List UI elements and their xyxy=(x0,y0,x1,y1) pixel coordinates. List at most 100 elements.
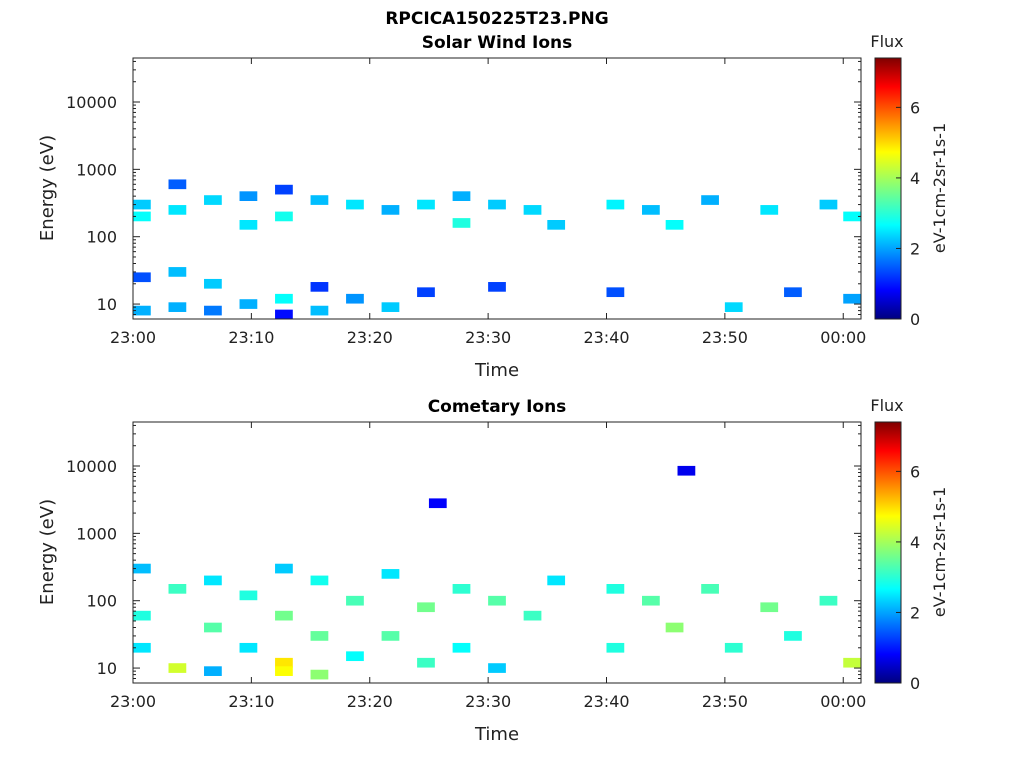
panel-title-solar-wind: Solar Wind Ions xyxy=(422,33,573,53)
heatmap-cell xyxy=(843,211,861,222)
x-tick-label: 23:30 xyxy=(465,328,511,347)
x-tick-label: 23:30 xyxy=(465,692,511,711)
heatmap-cell xyxy=(452,191,471,201)
heatmap-cell xyxy=(346,293,364,304)
heatmap-cell xyxy=(606,199,625,210)
heatmap-cell xyxy=(168,663,187,673)
heatmap-cell xyxy=(547,575,566,586)
x-tick-label: 23:10 xyxy=(228,328,274,347)
heatmap-cell xyxy=(452,218,471,228)
colorbar-gradient xyxy=(874,421,902,684)
heatmap-cell xyxy=(275,211,293,222)
heatmap-cell xyxy=(843,657,861,668)
heatmap-cell xyxy=(168,179,187,190)
heatmap-cell xyxy=(819,595,838,606)
heatmap-cell xyxy=(239,191,258,201)
colorbar-gradient xyxy=(874,57,902,320)
plot-frame xyxy=(132,421,862,684)
colorbar-label: eV-1cm-2sr-1s-1 xyxy=(930,487,949,617)
heatmap-cell xyxy=(239,220,258,230)
colorbar-title: Flux xyxy=(870,32,903,51)
heatmap-cell xyxy=(133,211,151,222)
heatmap-cell xyxy=(417,287,435,298)
heatmap-cell xyxy=(760,205,779,215)
x-tick-label: 23:50 xyxy=(702,692,748,711)
heatmap-cell xyxy=(204,278,222,289)
heatmap-cell xyxy=(346,651,364,662)
heatmap-cell xyxy=(452,584,471,594)
heatmap-cell xyxy=(275,563,293,574)
heatmap-cell xyxy=(701,195,719,205)
heatmap-cell xyxy=(701,584,719,594)
heatmap-cell xyxy=(239,299,258,309)
heatmap-cell xyxy=(168,267,187,277)
heatmap-cell xyxy=(346,595,364,606)
colorbar: Flux 0 2 4 6 eV-1cm-2sr-1s-1 xyxy=(870,32,949,329)
heatmap-cell xyxy=(310,575,329,586)
colorbar-tick-label: 6 xyxy=(910,98,920,117)
heatmap-cell xyxy=(204,622,222,633)
heatmap-cell xyxy=(417,199,435,210)
colorbar-tick-label: 4 xyxy=(910,533,920,552)
heatmap-cell xyxy=(488,595,506,606)
heatmap-cell xyxy=(310,305,329,316)
x-tick-label: 23:00 xyxy=(110,328,156,347)
cometary-axes: 23:00 23:10 23:20 23:30 23:40 23:50 00:00 10 100… xyxy=(66,422,866,711)
heatmap-cell xyxy=(547,220,566,230)
heatmap-cell xyxy=(488,199,506,210)
heatmap-cell xyxy=(310,631,329,641)
x-tick-label: 23:20 xyxy=(347,692,393,711)
heatmap-cell xyxy=(346,199,364,210)
heatmap-cell xyxy=(310,669,329,680)
heatmap-cell xyxy=(275,293,293,304)
x-tick-label: 23:00 xyxy=(110,692,156,711)
heatmap-cell xyxy=(381,302,400,312)
heatmap-cell xyxy=(381,205,400,215)
x-tick-label: 23:10 xyxy=(228,692,274,711)
heatmap-cell xyxy=(275,657,293,668)
y-tick-label: 1000 xyxy=(76,160,117,179)
x-tick-label: 23:40 xyxy=(583,692,629,711)
colorbar-ticks: 0 2 4 6 xyxy=(896,98,920,329)
y-tick-label: 10 xyxy=(97,659,117,678)
heatmap-cell xyxy=(417,657,435,668)
heatmap-cell xyxy=(452,642,471,653)
solar-wind-axes: 23:00 23:10 23:20 23:30 23:40 23:50 00:00 10 100… xyxy=(66,58,866,347)
heatmap-cell xyxy=(488,663,506,673)
plot-frame xyxy=(132,57,862,320)
heatmap-cell xyxy=(819,199,838,210)
heatmap-cell xyxy=(642,595,660,606)
colorbar-tick-label: 0 xyxy=(910,674,920,693)
heatmap-cell xyxy=(606,584,625,594)
x-axis-label: Time xyxy=(474,360,519,381)
heatmap-cell xyxy=(204,575,222,586)
heatmap-cell xyxy=(168,584,187,594)
x-axis-label: Time xyxy=(474,724,519,745)
heatmap-cell xyxy=(133,199,151,210)
heatmap-cell xyxy=(606,642,625,653)
heatmap-cell xyxy=(204,666,222,676)
heatmap-cell xyxy=(275,309,293,320)
colorbar-tick-label: 2 xyxy=(910,603,920,622)
y-tick-label: 10 xyxy=(97,295,117,314)
heatmap-cell xyxy=(488,282,506,292)
heatmap-cell xyxy=(275,666,293,676)
heatmap-cell xyxy=(642,205,660,215)
colorbar-label: eV-1cm-2sr-1s-1 xyxy=(930,123,949,253)
heatmap-cell xyxy=(724,302,743,312)
heatmap-cell xyxy=(133,272,151,283)
figure-title: RPCICA150225T23.PNG xyxy=(385,9,608,29)
heatmap-cell xyxy=(760,602,779,613)
y-axis-label: Energy (eV) xyxy=(37,135,58,241)
solar-wind-panel: Solar Wind Ions 23:00 23:10 23:20 23:30 23:4… xyxy=(37,32,949,381)
x-tick-label: 23:20 xyxy=(347,328,393,347)
heatmap-cell xyxy=(523,205,542,215)
y-tick-label: 100 xyxy=(86,228,117,247)
y-tick-label: 10000 xyxy=(66,457,117,476)
cometary-panel: Cometary Ions 23:00 23:10 23:20 23:30 23:40 2… xyxy=(37,396,949,745)
heatmap-cell xyxy=(417,602,435,613)
heatmap-cell xyxy=(239,590,258,601)
heatmap-cell xyxy=(239,642,258,653)
heatmap-cell xyxy=(843,293,861,304)
